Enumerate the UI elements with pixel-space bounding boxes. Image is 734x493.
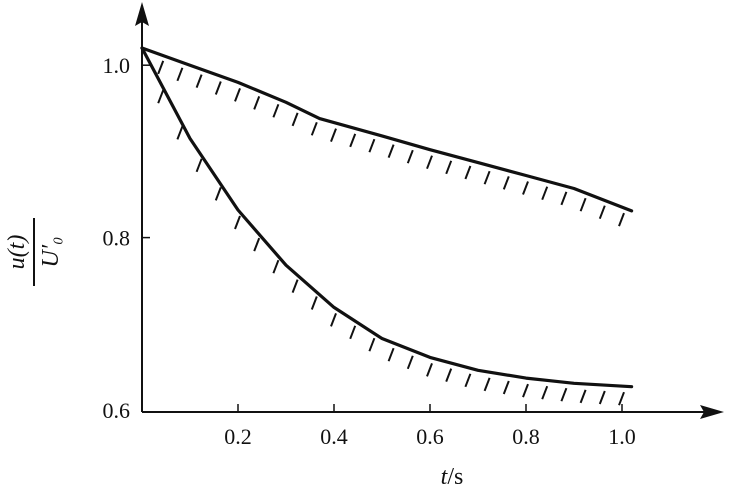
hatch-mark: [195, 158, 203, 173]
y-ticks: 0.6 0.8 1.0: [103, 53, 150, 423]
hatch-mark: [176, 126, 184, 140]
hatch-mark: [195, 74, 203, 88]
hatch-mark: [330, 128, 337, 142]
hatch-mark: [253, 237, 261, 252]
hatch-mark: [214, 81, 222, 95]
x-tick-label: 1.0: [608, 424, 636, 449]
hatch-mark: [157, 60, 165, 75]
hatch-mark: [541, 186, 549, 201]
hatch-mark: [272, 259, 280, 274]
hatch-mark: [560, 387, 568, 402]
hatch-mark: [387, 144, 395, 158]
x-tick-label: 0.8: [512, 424, 540, 449]
hatch-mark: [560, 191, 568, 206]
y-axis-arrow: [135, 2, 149, 26]
x-axis-unit: /s: [447, 464, 463, 490]
hatch-mark: [349, 133, 357, 148]
hatch-mark: [291, 279, 299, 293]
curves: [140, 46, 634, 389]
hatch-mark: [522, 181, 529, 195]
x-axis-variable: t: [441, 464, 449, 490]
hatch-mark: [598, 390, 606, 405]
y-tick-label: 0.8: [103, 226, 131, 251]
hatch-mark: [234, 88, 241, 102]
x-ticks: 0.2 0.4 0.6 0.8 1.0: [224, 404, 636, 449]
hatch-mark: [368, 138, 376, 153]
hatch-mark: [483, 170, 491, 185]
hatch-mark: [579, 197, 587, 212]
hatch-mark: [426, 155, 433, 170]
hatch-mark: [310, 121, 318, 136]
y-tick-label: 1.0: [103, 53, 131, 78]
hatch-mark: [272, 103, 280, 118]
hatch-mark: [502, 176, 510, 190]
x-axis-title: t/s: [441, 464, 464, 490]
hatch-mark: [406, 149, 414, 164]
hatch-mark: [541, 385, 549, 400]
hatch-mark: [502, 380, 510, 395]
curve-1: [140, 46, 634, 213]
y-axis-title: u(t) U′₀: [4, 218, 64, 286]
hatch-mark: [579, 389, 587, 404]
hatch-mark: [598, 205, 606, 220]
hatch-mark: [387, 347, 395, 362]
hatch-mark: [522, 383, 529, 398]
hatch-mark: [406, 355, 414, 370]
hatch-mark: [618, 391, 625, 406]
hatch-mark: [445, 160, 453, 175]
x-axis-arrow: [700, 405, 724, 419]
hatch-mark: [464, 165, 472, 180]
hatch-mark: [234, 215, 241, 230]
y-axis-denominator: U′₀: [38, 237, 64, 268]
x-tick-label: 0.4: [320, 424, 348, 449]
hatch-mark: [291, 112, 299, 127]
hatch-mark: [176, 67, 184, 82]
hatch-mark: [464, 373, 472, 388]
hatch-mark: [157, 89, 165, 104]
x-tick-label: 0.6: [416, 424, 444, 449]
y-axis-numerator: u(t): [4, 235, 30, 270]
y-tick-label: 0.6: [103, 398, 131, 423]
hatch-mark: [618, 212, 625, 227]
hatch-mark: [253, 96, 261, 110]
x-tick-label: 0.2: [224, 424, 252, 449]
hatch-mark: [330, 313, 337, 327]
hatches: [157, 60, 625, 406]
hatch-mark: [445, 368, 453, 382]
hatch-mark: [368, 337, 376, 352]
hatch-mark: [349, 325, 357, 340]
hatch-mark: [483, 377, 491, 392]
hatch-mark: [426, 363, 433, 377]
curve-2: [140, 46, 634, 389]
hatch-mark: [310, 296, 318, 310]
hatch-mark: [214, 187, 222, 201]
axes: [135, 2, 724, 419]
